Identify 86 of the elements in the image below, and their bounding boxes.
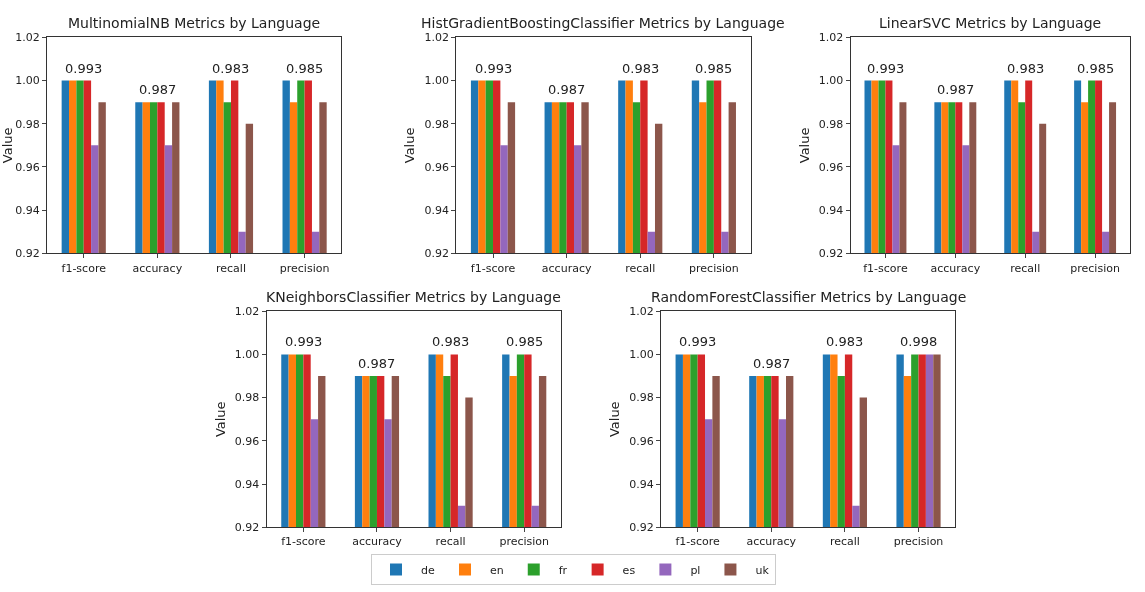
x-tick-label: accuracy — [352, 535, 403, 549]
y-tick-label: 1.02 — [234, 305, 260, 318]
annotation: 0.983 — [432, 334, 470, 349]
x-tick-label: precision — [279, 261, 330, 275]
y-tick-label: 0.96 — [234, 434, 260, 448]
y-tick-label: 0.96 — [15, 160, 40, 174]
y-axis-title: Value — [0, 127, 15, 164]
chart-title: HistGradientBoostingClassifier Metrics by Language — [421, 15, 785, 31]
annotation: 0.983 — [1007, 61, 1045, 76]
x-tick-label: accuracy — [541, 261, 592, 275]
annotation: 0.985 — [286, 61, 324, 76]
annotation: 0.993 — [867, 61, 905, 76]
chart-title: RandomForestClassifier Metrics by Language — [651, 289, 967, 305]
x-tick-label: recall — [435, 535, 466, 549]
x-tick-label: precision — [1070, 261, 1120, 275]
y-tick-label: 1.00 — [818, 74, 844, 88]
x-tick-label: f1-score — [675, 535, 721, 549]
y-tick-label: 0.92 — [424, 247, 450, 261]
y-tick-label: 1.02 — [15, 31, 40, 45]
x-tick-label: precision — [499, 535, 550, 549]
y-tick-label: 0.98 — [424, 117, 450, 131]
y-tick-label: 0.94 — [424, 204, 450, 218]
y-tick-label: 0.94 — [234, 477, 260, 491]
legend-label: pl — [690, 563, 701, 577]
annotation: 0.987 — [548, 82, 586, 97]
x-tick-label: precision — [893, 535, 944, 549]
y-tick-label: 1.00 — [15, 74, 40, 88]
annotation: 0.993 — [65, 61, 103, 76]
x-tick-label: recall — [829, 535, 860, 549]
y-tick-label: 0.92 — [818, 247, 844, 261]
chart-title: MultinomialNB Metrics by Language — [68, 15, 321, 31]
y-tick-label: 0.92 — [15, 247, 40, 261]
annotation: 0.993 — [285, 334, 323, 349]
y-tick-label: 0.94 — [15, 204, 40, 218]
y-tick-label: 0.92 — [234, 521, 260, 535]
x-tick-label: accuracy — [132, 261, 183, 275]
y-tick-label: 1.02 — [629, 305, 654, 318]
annotation: 0.983 — [622, 61, 660, 76]
legend-label: es — [622, 563, 636, 577]
x-tick-label: accuracy — [930, 261, 981, 275]
legend-label: en — [489, 563, 504, 577]
y-axis-title: Value — [402, 127, 418, 164]
x-tick-label: f1-score — [863, 261, 908, 275]
y-tick-label: 0.98 — [234, 391, 260, 405]
y-tick-label: 0.94 — [818, 204, 844, 218]
annotation: 0.998 — [900, 334, 938, 349]
y-tick-label: 0.96 — [629, 434, 654, 448]
x-tick-label: recall — [215, 261, 246, 275]
y-tick-label: 0.98 — [629, 391, 654, 405]
annotation: 0.987 — [937, 82, 975, 97]
y-axis-title: Value — [796, 127, 812, 164]
y-tick-label: 0.96 — [424, 160, 450, 174]
x-tick-label: accuracy — [746, 535, 797, 549]
legend-label: fr — [558, 563, 568, 577]
annotation: 0.985 — [695, 61, 733, 76]
annotation: 0.993 — [475, 61, 513, 76]
annotation: 0.987 — [753, 356, 791, 371]
chart-title: KNeighborsClassifier Metrics by Language — [266, 289, 561, 305]
chart-title: LinearSVC Metrics by Language — [879, 15, 1102, 31]
annotation: 0.983 — [826, 334, 864, 349]
x-tick-label: f1-score — [281, 535, 326, 549]
x-tick-label: f1-score — [61, 261, 107, 275]
y-axis-title: Value — [607, 401, 623, 438]
y-tick-label: 0.98 — [15, 117, 40, 131]
y-tick-label: 1.00 — [234, 348, 260, 362]
x-tick-label: recall — [625, 261, 656, 275]
annotation: 0.987 — [139, 82, 177, 97]
y-tick-label: 1.02 — [424, 31, 450, 45]
legend-label: de — [421, 563, 435, 577]
y-tick-label: 0.98 — [818, 117, 844, 131]
y-axis-title: Value — [212, 401, 228, 438]
x-tick-label: f1-score — [470, 261, 516, 275]
annotation: 0.983 — [212, 61, 250, 76]
y-tick-label: 0.96 — [818, 160, 844, 174]
x-tick-label: precision — [689, 261, 739, 275]
y-tick-label: 0.92 — [629, 521, 654, 535]
annotation: 0.985 — [506, 334, 544, 349]
annotation: 0.987 — [358, 356, 396, 371]
y-tick-label: 0.94 — [629, 477, 654, 491]
y-tick-label: 1.02 — [818, 31, 844, 45]
annotation: 0.985 — [1077, 61, 1115, 76]
legend-label: uk — [755, 563, 770, 577]
annotation: 0.993 — [679, 334, 717, 349]
y-tick-label: 1.00 — [629, 348, 654, 362]
x-tick-label: recall — [1010, 261, 1041, 275]
y-tick-label: 1.00 — [424, 74, 450, 88]
